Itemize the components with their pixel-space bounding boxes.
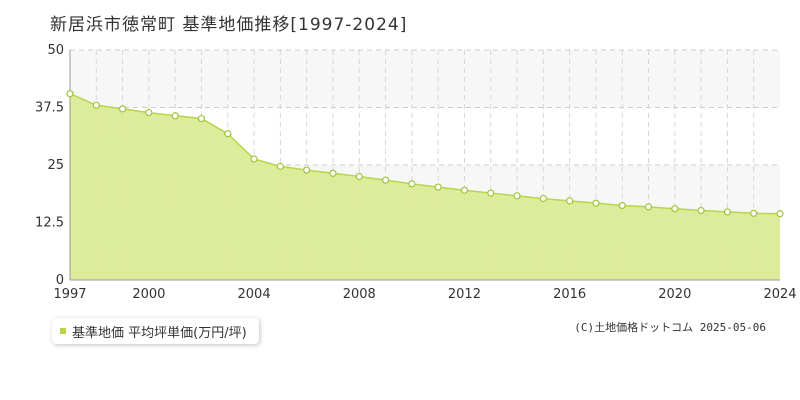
data-point bbox=[750, 209, 758, 217]
data-point bbox=[408, 180, 416, 188]
data-point bbox=[566, 197, 574, 205]
data-point bbox=[197, 114, 206, 123]
data-point bbox=[303, 166, 311, 174]
area-fill bbox=[70, 93, 780, 280]
data-point bbox=[513, 192, 521, 200]
data-point bbox=[618, 201, 626, 210]
x-tick-label: 2016 bbox=[553, 287, 586, 302]
chart-title: 新居浜市徳常町 基準地価推移[1997-2024] bbox=[50, 15, 408, 35]
x-tick-label: 1997 bbox=[53, 287, 86, 302]
data-point bbox=[355, 172, 363, 181]
data-point bbox=[487, 189, 495, 197]
data-point bbox=[145, 108, 153, 117]
data-point bbox=[224, 130, 232, 138]
x-tick-label: 2000 bbox=[132, 287, 165, 302]
data-point bbox=[671, 205, 679, 213]
data-point bbox=[723, 208, 732, 216]
copyright-text: (C)土地価格ドットコム 2025-05-06 bbox=[574, 321, 766, 334]
plot-band bbox=[70, 50, 780, 108]
x-tick-label: 2012 bbox=[448, 287, 481, 302]
x-tick-label: 2020 bbox=[658, 287, 691, 302]
data-point bbox=[329, 169, 337, 177]
data-point bbox=[697, 206, 705, 215]
data-point bbox=[118, 105, 127, 113]
x-tick-label: 2008 bbox=[343, 287, 376, 302]
data-point bbox=[776, 210, 784, 218]
data-point bbox=[644, 203, 653, 211]
data-point bbox=[592, 199, 600, 207]
legend: 基準地価 平均坪単価(万円/坪) bbox=[52, 318, 259, 344]
data-point bbox=[381, 176, 390, 184]
legend-swatch bbox=[60, 328, 66, 334]
data-point bbox=[66, 90, 74, 98]
y-tick-label: 50 bbox=[47, 43, 64, 58]
y-tick-label: 37.5 bbox=[35, 101, 64, 116]
y-tick-label: 0 bbox=[56, 273, 64, 288]
data-point bbox=[539, 194, 547, 203]
data-point bbox=[276, 162, 284, 170]
data-point bbox=[92, 101, 100, 109]
x-tick-label: 2004 bbox=[238, 287, 271, 302]
data-point bbox=[460, 186, 469, 194]
x-tick-label: 2024 bbox=[763, 287, 796, 302]
y-tick-label: 25 bbox=[47, 158, 64, 173]
legend-label: 基準地価 平均坪単価(万円/坪) bbox=[72, 325, 247, 341]
data-point bbox=[250, 155, 258, 163]
series-line bbox=[69, 93, 781, 215]
y-tick-label: 12.5 bbox=[35, 216, 64, 231]
data-point bbox=[171, 112, 179, 120]
data-point bbox=[434, 183, 442, 191]
